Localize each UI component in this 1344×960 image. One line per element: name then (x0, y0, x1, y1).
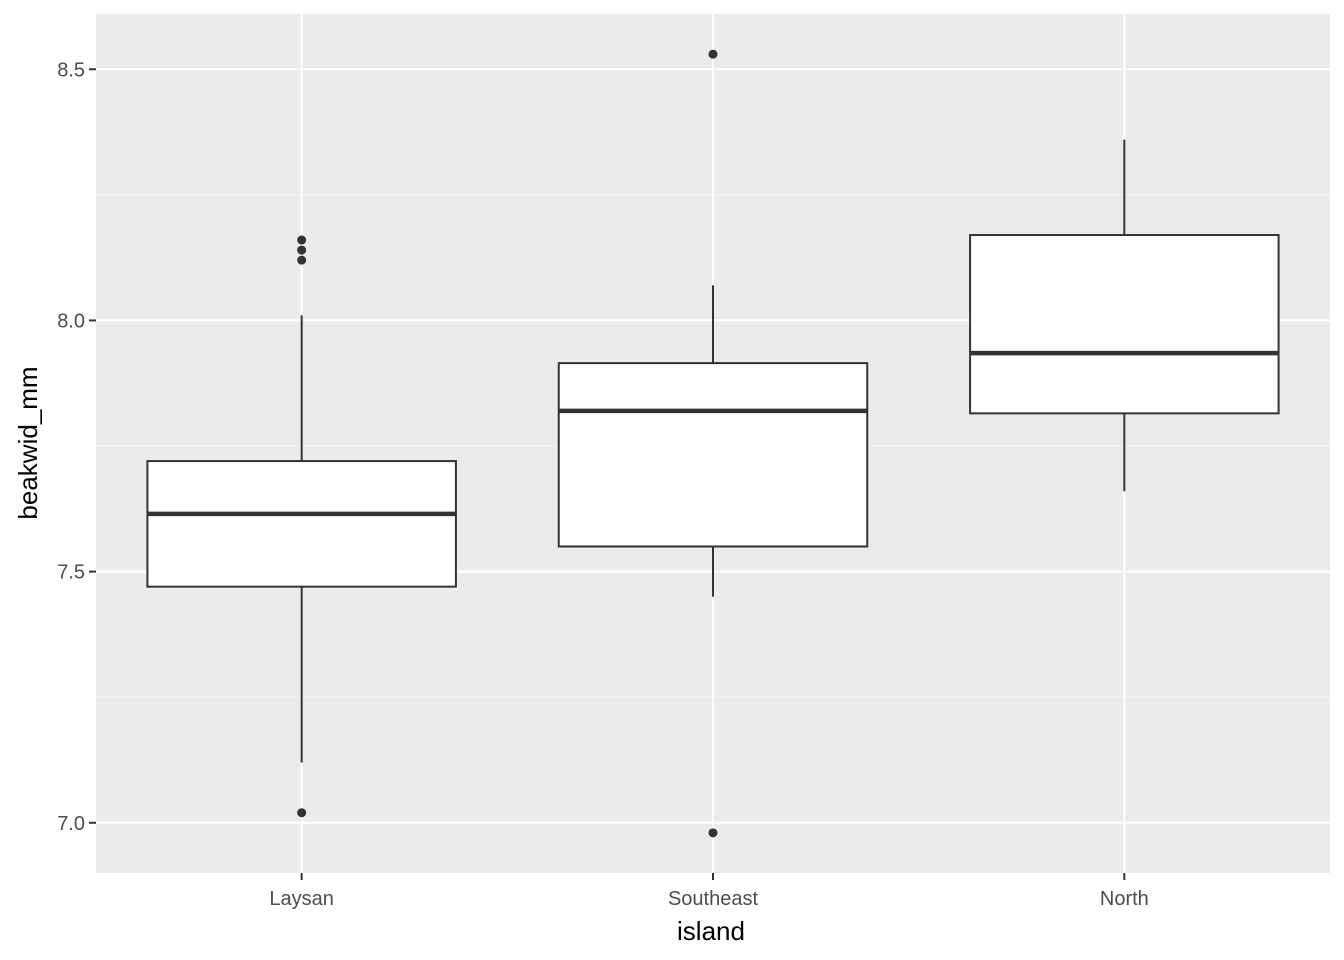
x-axis: Laysan Southeast North (269, 873, 1149, 910)
box-iqr (557, 362, 869, 548)
box-group-southeast (557, 49, 869, 838)
y-axis: 7.0 7.5 8.0 8.5 (57, 59, 96, 835)
y-tick-label: 7.0 (57, 813, 85, 835)
box-layer (146, 49, 1280, 838)
x-tick-label: North (1100, 888, 1149, 910)
outlier-point (708, 49, 718, 59)
outlier-point (297, 235, 307, 245)
y-tick-label: 8.5 (57, 59, 85, 81)
outlier-point (297, 255, 307, 265)
box-iqr (969, 234, 1280, 415)
x-tick-label: Southeast (668, 888, 759, 910)
y-tick-label: 8.0 (57, 310, 85, 332)
box-iqr (146, 460, 457, 588)
y-axis-title: beakwid_mm (13, 366, 43, 519)
outlier-point (708, 828, 718, 838)
box-group-north (969, 139, 1280, 492)
outlier-point (297, 245, 307, 255)
x-tick-label: Laysan (269, 888, 334, 910)
box-group-laysan (146, 235, 457, 818)
outlier-point (297, 808, 307, 818)
x-axis-title: island (677, 916, 745, 946)
y-tick-label: 7.5 (57, 562, 85, 584)
